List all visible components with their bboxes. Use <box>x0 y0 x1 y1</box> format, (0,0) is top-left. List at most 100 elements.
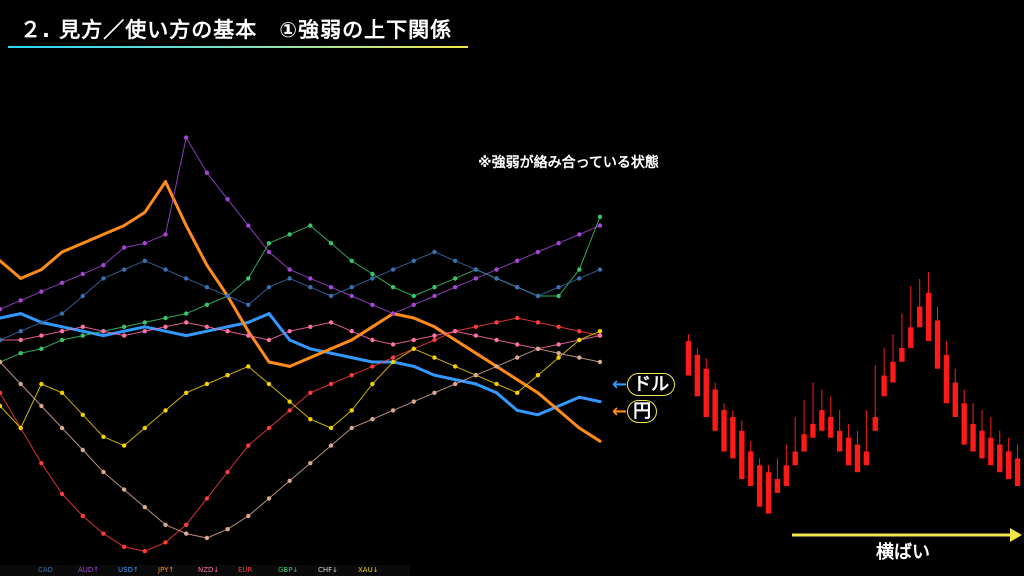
series-point <box>205 263 209 267</box>
series-point <box>474 382 478 386</box>
series-point <box>204 285 210 290</box>
series-point <box>577 276 582 281</box>
series-point <box>390 408 396 413</box>
series-point <box>0 259 2 263</box>
series-point <box>557 404 561 408</box>
series-point <box>246 320 250 324</box>
series-point <box>308 223 313 228</box>
legend-item: CAD <box>38 566 54 574</box>
series-point <box>59 390 65 395</box>
legend-item: EUR <box>238 566 253 574</box>
series-point <box>287 232 292 237</box>
series-point <box>308 276 313 281</box>
series-point <box>308 417 313 422</box>
candle-body <box>819 410 825 431</box>
series-point <box>452 276 458 281</box>
chart-note: ※強弱が絡み合っている状態 <box>478 155 659 171</box>
series-point <box>0 307 3 312</box>
series-point <box>390 267 396 272</box>
title-underline <box>8 46 468 48</box>
series-point <box>288 338 292 342</box>
series-point <box>328 293 334 299</box>
candle-body <box>979 430 985 459</box>
series-point <box>308 390 313 395</box>
jpy-callout: ← 円 <box>612 397 658 423</box>
series-point <box>204 324 210 329</box>
series-point <box>536 391 540 395</box>
series-point <box>121 487 127 492</box>
series-point <box>143 325 147 329</box>
series-point <box>432 285 437 290</box>
series-point <box>19 312 23 316</box>
candle-body <box>997 444 1003 473</box>
series-point <box>163 540 168 545</box>
series-point <box>39 346 44 351</box>
series-point <box>474 351 478 355</box>
series-point <box>184 320 189 325</box>
series-point <box>164 329 168 333</box>
candle-body <box>836 430 843 452</box>
series-point <box>370 337 375 343</box>
series-point <box>142 425 148 431</box>
series-point <box>246 223 251 228</box>
series-point <box>349 293 354 299</box>
series-point <box>535 293 541 299</box>
series-point <box>246 443 251 448</box>
series-point <box>328 425 334 431</box>
series-point <box>287 276 292 281</box>
series-point <box>473 373 479 378</box>
sideways-label: 横ばい <box>876 542 930 563</box>
series-point <box>349 258 354 263</box>
series-point <box>452 258 458 263</box>
series-point <box>18 381 23 387</box>
candle-body <box>792 451 798 466</box>
series-point <box>121 245 127 250</box>
series-point <box>329 351 333 355</box>
series-point <box>266 381 272 387</box>
candle-body <box>934 320 941 369</box>
series-point <box>494 364 499 369</box>
series-point <box>184 334 188 338</box>
series-point <box>515 342 520 347</box>
series-point <box>39 289 44 294</box>
series-point <box>597 214 603 219</box>
series-point <box>39 333 44 338</box>
series-point <box>60 250 64 254</box>
series-point <box>39 268 43 272</box>
series-point <box>556 241 561 246</box>
series-point <box>80 333 85 338</box>
series-point <box>577 337 582 343</box>
candle-body <box>943 354 950 404</box>
candle-body <box>739 430 745 480</box>
series-point <box>101 263 106 268</box>
series-point <box>59 491 65 497</box>
series-point <box>204 535 210 541</box>
series-point <box>577 395 581 399</box>
series-point <box>18 298 23 303</box>
series-point <box>328 241 334 246</box>
usd-label: ドル <box>627 373 676 396</box>
series-line-8 <box>0 251 601 341</box>
series-point <box>370 381 375 387</box>
series-line-0 <box>0 312 601 417</box>
series-point <box>184 522 189 527</box>
candle-body <box>881 375 887 397</box>
series-point <box>122 224 126 228</box>
series-point <box>287 478 292 483</box>
series-point <box>164 180 168 184</box>
series-point <box>390 311 396 316</box>
series-point <box>246 329 250 333</box>
series-point <box>390 342 396 347</box>
series-point <box>432 325 436 329</box>
series-point <box>515 285 520 290</box>
series-point <box>184 311 189 316</box>
series-point <box>597 333 603 338</box>
candle-body <box>756 465 763 507</box>
candle-body <box>801 434 807 452</box>
series-point <box>390 285 396 290</box>
series-point <box>142 241 148 246</box>
series-point <box>370 417 375 422</box>
series-point <box>266 337 272 343</box>
series-point <box>80 324 85 329</box>
